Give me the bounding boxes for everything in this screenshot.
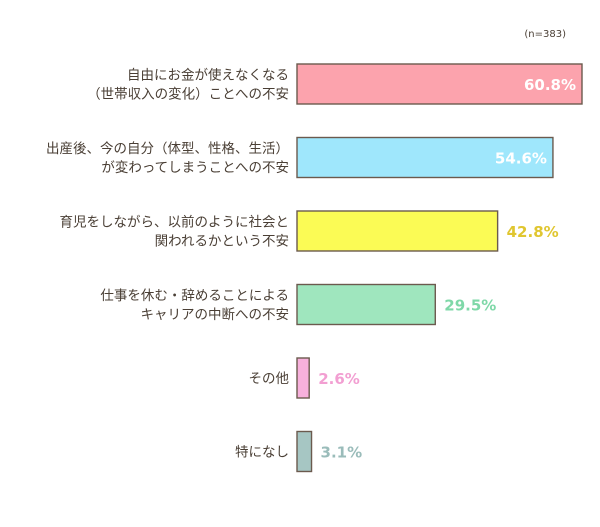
category-label: 関われるかという不安	[155, 234, 289, 250]
bar	[296, 430, 313, 473]
category-label: 自由にお金が使えなくなる	[127, 67, 289, 84]
bar-group: その他 2.6%	[249, 357, 360, 399]
value-label: 3.1%	[321, 444, 363, 462]
category-label: 特になし	[235, 445, 289, 461]
value-label: 29.5%	[444, 297, 496, 315]
category-label: その他	[249, 371, 290, 387]
category-label: （世帯収入の変化）ことへの不安	[87, 86, 289, 103]
bar	[296, 210, 499, 252]
category-label: 育児をしながら、以前のように社会と	[60, 214, 290, 231]
sample-size-note: (n=383)	[524, 29, 566, 40]
category-label: キャリアの中断への不安	[141, 307, 290, 323]
bar	[296, 63, 583, 105]
value-label: 60.8%	[524, 76, 576, 94]
bar-group: 自由にお金が使えなくなる （世帯収入の変化）ことへの不安 60.8%	[87, 63, 583, 105]
bar	[296, 283, 436, 326]
category-label: 仕事を休む・辞めることによる	[100, 288, 289, 304]
category-label: が変わってしまうことへの不安	[101, 159, 289, 176]
bar	[296, 357, 310, 399]
value-label: 54.6%	[495, 150, 547, 168]
category-label: 出産後、今の自分（体型、性格、生活）	[46, 141, 289, 157]
bar	[296, 136, 554, 179]
bar-group: 特になし 3.1%	[235, 430, 363, 473]
value-label: 2.6%	[318, 370, 360, 388]
value-label: 42.8%	[507, 223, 559, 241]
bar-group: 出産後、今の自分（体型、性格、生活） が変わってしまうことへの不安 54.6%	[46, 136, 554, 179]
bars-layer: 自由にお金が使えなくなる （世帯収入の変化）ことへの不安 60.8% 出産後、今の自分…	[46, 63, 583, 473]
